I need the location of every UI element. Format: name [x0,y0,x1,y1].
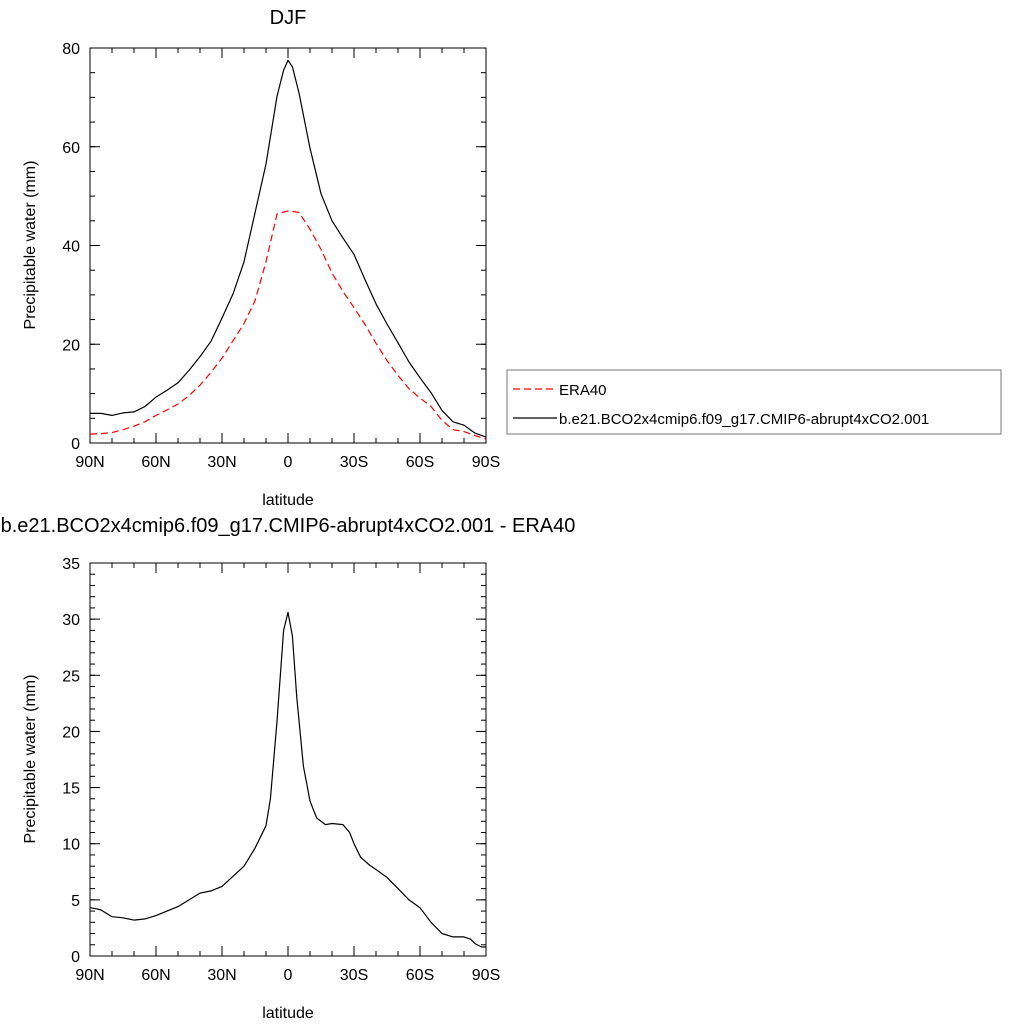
series-line-1 [90,59,487,438]
panel-top: DJF 90N 60N 30N 0 30S 60S 90S 0 20 40 60 80 latitu… [22,7,1002,509]
x-tick-label: 90S [472,967,500,984]
x-tick-label: 30S [340,454,368,471]
y-tick-label: 0 [71,949,80,966]
series-line-0 [89,611,486,948]
panel2-x-tick-labels: 90N 60N 30N 0 30S 60S 90S [75,967,500,984]
legend-frame [506,369,1002,435]
y-tick-label: 40 [62,239,80,256]
y-tick-label: 20 [62,724,80,741]
panel2-y-tick-labels: 0 5 10 15 20 25 30 35 [62,556,80,966]
x-tick-label: 60N [141,454,170,471]
panel2-title: b.e21.BCO2x4cmip6.f09_g17.CMIP6-abrupt4x… [1,515,576,537]
x-tick-label: 0 [284,967,293,984]
panel2-series [89,611,486,948]
x-tick-label: 90N [75,454,104,471]
x-tick-label: 30N [207,454,236,471]
x-tick-label: 60S [406,454,434,471]
panel2-y-axis-label: Precipitable water (mm) [22,675,39,844]
panel2-plot-frame [89,562,487,957]
panel1-y-axis-label: Precipitable water (mm) [22,161,39,330]
y-tick-label: 30 [62,612,80,629]
y-tick-label: 5 [71,893,80,910]
panel1-y-tick-labels: 0 20 40 60 80 [62,41,80,453]
y-tick-label: 15 [62,781,80,798]
x-tick-label: 60N [141,967,170,984]
y-tick-label: 20 [62,337,80,354]
x-tick-label: 30S [340,967,368,984]
panel2-x-axis-label: latitude [262,1005,314,1022]
panel1-plot-frame [89,47,487,444]
legend: ERA40 b.e21.BCO2x4cmip6.f09_g17.CMIP6-ab… [506,369,1002,435]
y-tick-label: 0 [71,436,80,453]
y-tick-label: 25 [62,668,80,685]
y-tick-label: 35 [62,556,80,573]
x-tick-label: 90S [472,454,500,471]
panel1-x-tick-labels: 90N 60N 30N 0 30S 60S 90S [75,454,500,471]
x-tick-label: 30N [207,967,236,984]
x-tick-label: 60S [406,967,434,984]
y-tick-label: 10 [62,837,80,854]
x-tick-label: 90N [75,967,104,984]
legend-label-era40: ERA40 [559,382,607,399]
panel1-title: DJF [270,7,307,29]
series-line-0 [89,210,487,440]
panel-bottom: b.e21.BCO2x4cmip6.f09_g17.CMIP6-abrupt4x… [1,515,576,1022]
x-tick-label: 0 [284,454,293,471]
panel1-x-axis-label: latitude [262,492,314,509]
panel2-ticks [89,562,487,957]
panel1-ticks [89,47,487,444]
panel1-series [89,59,487,440]
y-tick-label: 60 [62,140,80,157]
legend-label-model: b.e21.BCO2x4cmip6.f09_g17.CMIP6-abrupt4x… [559,411,929,428]
y-tick-label: 80 [62,41,80,58]
